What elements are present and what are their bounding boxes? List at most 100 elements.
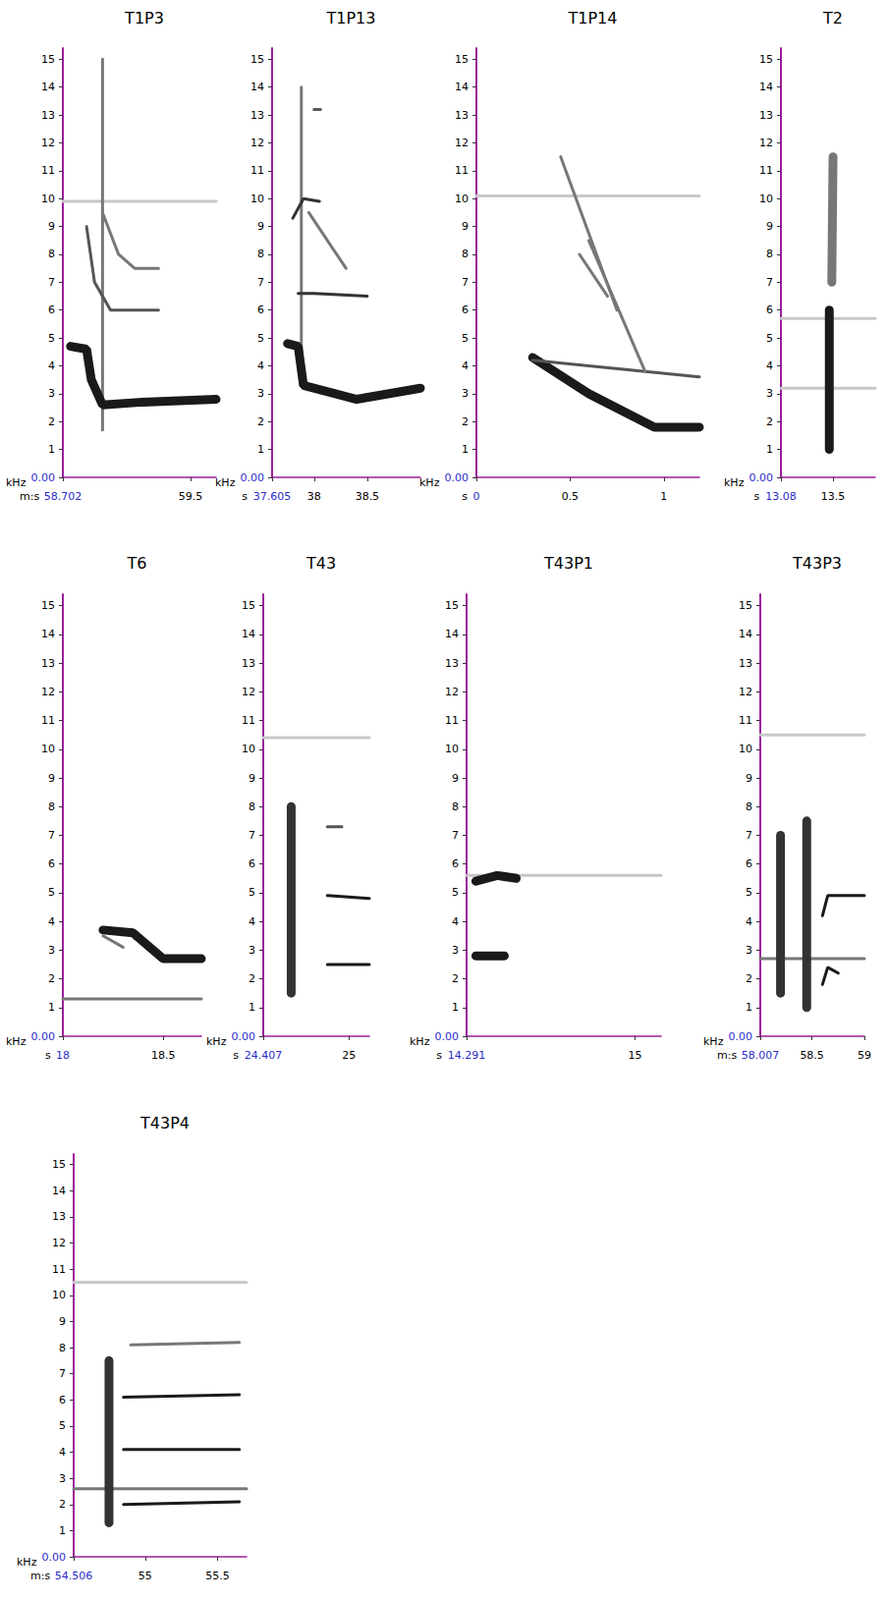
svg-text:7: 7 xyxy=(48,829,56,842)
svg-text:s: s xyxy=(461,490,468,503)
svg-text:7: 7 xyxy=(248,829,256,842)
svg-text:0: 0 xyxy=(473,490,481,503)
svg-text:6: 6 xyxy=(248,857,256,871)
svg-text:9: 9 xyxy=(48,772,56,785)
svg-text:9: 9 xyxy=(248,772,256,785)
svg-text:13: 13 xyxy=(52,1210,66,1223)
svg-text:37.605: 37.605 xyxy=(253,490,292,503)
svg-text:s: s xyxy=(45,1049,52,1062)
svg-text:9: 9 xyxy=(451,772,459,785)
svg-text:15: 15 xyxy=(444,599,459,612)
svg-text:T43P4: T43P4 xyxy=(139,1113,190,1133)
svg-text:3: 3 xyxy=(48,387,56,400)
svg-text:54.506: 54.506 xyxy=(55,1569,94,1583)
svg-text:8: 8 xyxy=(248,800,256,814)
svg-text:14: 14 xyxy=(738,627,753,641)
svg-text:13: 13 xyxy=(250,109,265,122)
svg-text:14: 14 xyxy=(444,627,459,641)
svg-text:s: s xyxy=(753,490,760,503)
svg-text:5: 5 xyxy=(48,886,56,899)
svg-text:59.5: 59.5 xyxy=(178,490,204,503)
svg-text:4: 4 xyxy=(48,359,56,373)
svg-text:T43P3: T43P3 xyxy=(791,554,842,573)
svg-text:14: 14 xyxy=(454,80,469,94)
svg-text:8: 8 xyxy=(58,1341,66,1355)
svg-text:9: 9 xyxy=(58,1315,66,1329)
svg-text:11: 11 xyxy=(738,714,753,727)
svg-text:15: 15 xyxy=(52,1158,66,1171)
svg-text:6: 6 xyxy=(766,303,774,317)
svg-text:14: 14 xyxy=(759,80,774,94)
svg-text:12: 12 xyxy=(52,1236,66,1250)
svg-text:12: 12 xyxy=(41,685,56,699)
svg-text:6: 6 xyxy=(451,857,459,871)
svg-text:0.00: 0.00 xyxy=(42,1551,67,1564)
svg-text:13: 13 xyxy=(738,657,753,670)
svg-text:T6: T6 xyxy=(126,554,148,573)
svg-text:14: 14 xyxy=(41,627,56,641)
svg-text:11: 11 xyxy=(454,164,469,177)
svg-text:1: 1 xyxy=(745,1000,753,1014)
svg-text:10: 10 xyxy=(41,192,56,206)
svg-text:10: 10 xyxy=(759,192,774,206)
svg-text:59: 59 xyxy=(857,1049,872,1062)
svg-text:12: 12 xyxy=(738,685,753,699)
svg-text:1: 1 xyxy=(660,490,667,503)
svg-text:12: 12 xyxy=(241,685,256,699)
svg-text:kHz: kHz xyxy=(723,476,745,490)
svg-text:9: 9 xyxy=(766,220,774,233)
svg-text:1: 1 xyxy=(766,443,774,456)
svg-text:10: 10 xyxy=(241,742,256,756)
svg-text:3: 3 xyxy=(48,943,56,957)
svg-text:9: 9 xyxy=(745,772,753,785)
svg-text:3: 3 xyxy=(766,387,774,400)
svg-text:38.5: 38.5 xyxy=(355,490,381,503)
svg-text:m:s: m:s xyxy=(717,1049,737,1062)
svg-text:6: 6 xyxy=(257,303,265,317)
svg-text:1: 1 xyxy=(257,443,265,456)
svg-text:1: 1 xyxy=(461,443,469,456)
svg-text:55.5: 55.5 xyxy=(205,1569,230,1583)
svg-text:5: 5 xyxy=(451,886,459,899)
svg-text:11: 11 xyxy=(444,714,459,727)
svg-text:1: 1 xyxy=(48,443,56,456)
svg-text:10: 10 xyxy=(454,192,469,206)
svg-text:9: 9 xyxy=(461,220,469,233)
svg-text:10: 10 xyxy=(250,192,265,206)
svg-text:13: 13 xyxy=(454,109,469,122)
svg-text:kHz: kHz xyxy=(206,1035,227,1049)
svg-text:8: 8 xyxy=(745,800,753,814)
svg-text:0.00: 0.00 xyxy=(435,1030,460,1044)
svg-text:58.5: 58.5 xyxy=(799,1049,825,1062)
svg-text:T1P14: T1P14 xyxy=(567,8,618,28)
svg-text:18.5: 18.5 xyxy=(151,1049,176,1062)
svg-text:8: 8 xyxy=(257,247,265,261)
svg-text:12: 12 xyxy=(250,136,265,150)
svg-text:6: 6 xyxy=(745,857,753,871)
svg-text:14: 14 xyxy=(41,80,56,94)
svg-text:4: 4 xyxy=(766,359,774,373)
svg-text:2: 2 xyxy=(248,972,256,986)
svg-text:kHz: kHz xyxy=(419,476,441,490)
svg-text:15: 15 xyxy=(759,53,774,66)
svg-text:T43P1: T43P1 xyxy=(543,554,594,573)
svg-text:kHz: kHz xyxy=(5,1035,27,1049)
svg-text:7: 7 xyxy=(48,276,56,289)
svg-text:3: 3 xyxy=(461,387,469,400)
svg-text:3: 3 xyxy=(257,387,265,400)
svg-text:15: 15 xyxy=(241,599,256,612)
svg-text:4: 4 xyxy=(451,915,459,929)
svg-text:1: 1 xyxy=(248,1000,256,1014)
svg-text:2: 2 xyxy=(58,1497,66,1511)
svg-text:m:s: m:s xyxy=(19,490,40,503)
svg-text:4: 4 xyxy=(257,359,265,373)
svg-text:3: 3 xyxy=(451,943,459,957)
svg-text:2: 2 xyxy=(48,415,56,429)
svg-text:2: 2 xyxy=(257,415,265,429)
svg-text:11: 11 xyxy=(241,714,256,727)
svg-text:5: 5 xyxy=(48,332,56,345)
svg-text:4: 4 xyxy=(745,915,753,929)
svg-text:13: 13 xyxy=(759,109,774,122)
svg-text:2: 2 xyxy=(745,972,753,986)
svg-text:kHz: kHz xyxy=(16,1555,38,1569)
